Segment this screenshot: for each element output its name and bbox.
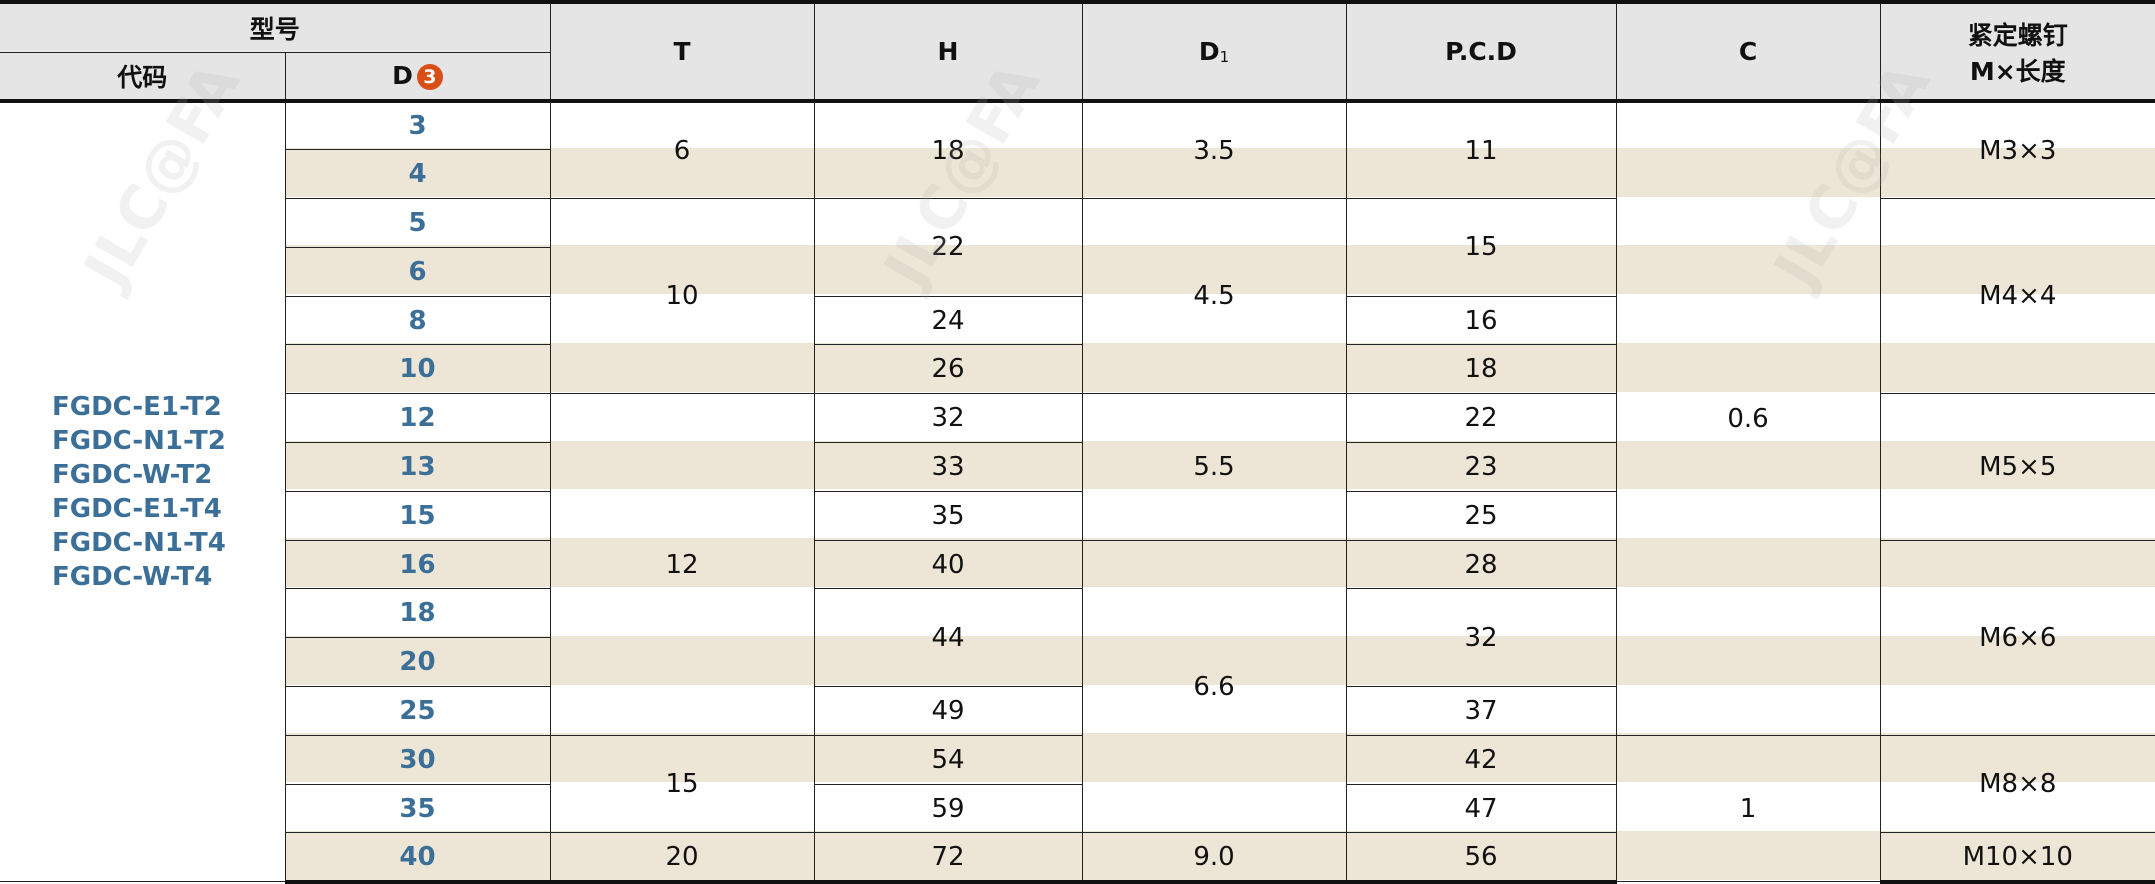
- h-value: 18: [813, 100, 1083, 200]
- screw-value: M3×3: [1879, 100, 2155, 200]
- t-value: 12: [549, 393, 815, 736]
- h-value: 22: [813, 198, 1083, 297]
- table-row: 5 10 22 4.5 15 M4×4: [0, 198, 2155, 395]
- code-cell: FGDC-E1-T2 FGDC-N1-T2 FGDC-W-T2 FGDC-E1-T4 F…: [0, 100, 286, 883]
- c-value: 1: [1615, 734, 1881, 883]
- t-value: 15: [549, 734, 815, 834]
- d-value: 5: [284, 198, 551, 248]
- d-value: 30: [284, 734, 551, 785]
- screw-value: M10×10: [1879, 832, 2155, 884]
- pcd-value: 22: [1345, 393, 1617, 444]
- table-row: 10 26 18: [0, 344, 2155, 395]
- pcd-value: 47: [1345, 783, 1617, 834]
- note-badge: 3: [416, 64, 443, 91]
- d-value: 35: [284, 783, 551, 834]
- h-value: 44: [813, 588, 1083, 688]
- h-value: 40: [813, 539, 1083, 590]
- header-screw-line2: M×长度: [1969, 56, 2066, 86]
- product-code: FGDC-N1-T2: [52, 426, 226, 457]
- h-value: 26: [813, 344, 1083, 395]
- h-value: 59: [813, 783, 1083, 834]
- header-pcd: P.C.D: [1345, 0, 1617, 103]
- table-row: 30 15 54 42 1 M8×8: [0, 734, 2155, 883]
- d1-value: 5.5: [1081, 393, 1347, 541]
- screw-value: M4×4: [1879, 198, 2155, 395]
- product-code: FGDC-W-T4: [52, 562, 213, 593]
- pcd-value: 11: [1345, 100, 1617, 200]
- d-value: 12: [284, 393, 551, 444]
- pcd-value: 23: [1345, 442, 1617, 492]
- table-row: 16 40 6.6 28 M6×6: [0, 539, 2155, 834]
- table-row: 25 49 37: [0, 686, 2155, 736]
- table-row: 20: [0, 637, 2155, 688]
- header-screw: 紧定螺钉 M×长度: [1879, 0, 2155, 103]
- h-value: 24: [813, 295, 1083, 346]
- header-code: 代码: [0, 51, 286, 103]
- d1-value: 9.0: [1081, 832, 1347, 884]
- d-value: 16: [284, 539, 551, 590]
- d1-value: 4.5: [1081, 198, 1347, 395]
- table-row: 13 33 23: [0, 442, 2155, 492]
- d1-value: 6.6: [1081, 539, 1347, 834]
- h-value: 33: [813, 442, 1083, 492]
- product-code: FGDC-W-T2: [52, 460, 213, 491]
- header-d1-sub: 1: [1219, 48, 1230, 66]
- d-value: 4: [284, 149, 551, 200]
- product-code: FGDC-N1-T4: [52, 528, 226, 559]
- table-row: 8 24 16: [0, 295, 2155, 346]
- table-row: FGDC-E1-T2 FGDC-N1-T2 FGDC-W-T2 FGDC-E1-T4 F…: [0, 100, 2155, 883]
- d-value: 20: [284, 637, 551, 688]
- screw-value: M6×6: [1879, 539, 2155, 736]
- table-row: 6: [0, 246, 2155, 297]
- header-h: H: [813, 0, 1083, 103]
- screw-value: M8×8: [1879, 734, 2155, 834]
- d-value: 18: [284, 588, 551, 639]
- pcd-value: 25: [1345, 490, 1617, 541]
- d1-value: 3.5: [1081, 100, 1347, 200]
- screw-value: M5×5: [1879, 393, 2155, 541]
- pcd-value: 42: [1345, 734, 1617, 785]
- d-value: 15: [284, 490, 551, 541]
- d-value: 6: [284, 246, 551, 297]
- pcd-value: 15: [1345, 198, 1617, 297]
- table-row: 4: [0, 149, 2155, 200]
- pcd-value: 18: [1345, 344, 1617, 395]
- header-screw-line1: 紧定螺钉: [1967, 20, 2068, 50]
- pcd-value: 28: [1345, 539, 1617, 590]
- header-model: 型号: [0, 0, 551, 53]
- t-value: 10: [549, 198, 815, 395]
- header-t: T: [549, 0, 815, 103]
- h-value: 54: [813, 734, 1083, 785]
- product-code: FGDC-E1-T4: [52, 494, 222, 525]
- d-value: 3: [284, 100, 551, 151]
- table-row: 12 12 32 5.5 22 M5×5: [0, 393, 2155, 736]
- d-value: 13: [284, 442, 551, 492]
- product-code: FGDC-E1-T2: [52, 392, 222, 423]
- header-d1-main: D: [1198, 37, 1220, 66]
- d-value: 10: [284, 344, 551, 395]
- h-value: 35: [813, 490, 1083, 541]
- header-d1: D1: [1081, 0, 1347, 103]
- header-d-label: D: [392, 61, 413, 91]
- h-value: 49: [813, 686, 1083, 736]
- header-c: C: [1615, 0, 1881, 103]
- t-value: 20: [549, 832, 815, 884]
- d-value: 8: [284, 295, 551, 346]
- d-value: 40: [284, 832, 551, 884]
- pcd-value: 56: [1345, 832, 1617, 884]
- h-value: 32: [813, 393, 1083, 444]
- pcd-value: 32: [1345, 588, 1617, 688]
- t-value: 6: [549, 100, 815, 200]
- pcd-value: 16: [1345, 295, 1617, 346]
- pcd-value: 37: [1345, 686, 1617, 736]
- c-value: 0.6: [1615, 100, 1881, 736]
- h-value: 72: [813, 832, 1083, 884]
- d-value: 25: [284, 686, 551, 736]
- table-row: 40 20 72 9.0 56 M10×10: [0, 832, 2155, 884]
- table-row: 15 35 25: [0, 490, 2155, 541]
